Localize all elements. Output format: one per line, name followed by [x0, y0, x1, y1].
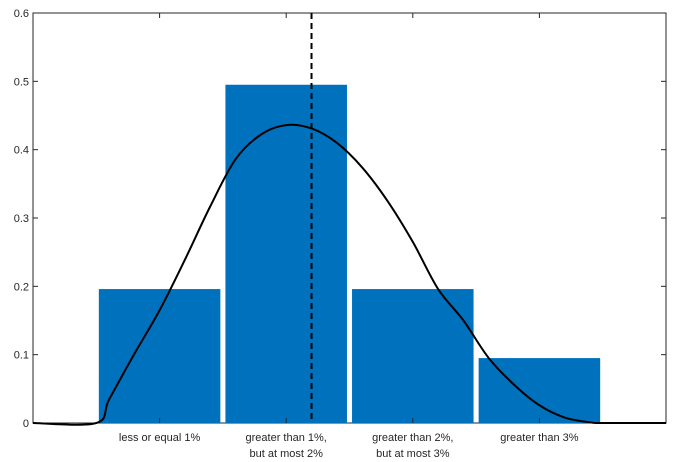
- y-axis-ticks: 0 0.1 0.2 0.3 0.4 0.5 0.6: [14, 8, 666, 430]
- y-tick-label: 0: [23, 418, 29, 430]
- x-axis-ticks: less or equal 1% greater than 1%, but at m…: [119, 13, 579, 460]
- bar-series: [98, 84, 601, 423]
- x-tick-label: greater than 2%, but at most 3%: [372, 432, 453, 460]
- plot-area: 0 0.1 0.2 0.3 0.4 0.5 0.6 less or equal 1% grea…: [14, 8, 667, 460]
- x-tick-label: greater than 1%, but at most 2%: [246, 432, 327, 460]
- density-curve: [32, 123, 667, 426]
- y-tick-label: 0.5: [14, 76, 29, 88]
- x-tick-label: less or equal 1%: [119, 432, 201, 444]
- bar: [352, 289, 474, 423]
- y-tick-label: 0.6: [14, 8, 29, 20]
- y-tick-label: 0.3: [14, 213, 29, 225]
- y-tick-label: 0.2: [14, 281, 29, 293]
- y-tick-label: 0.4: [14, 145, 29, 157]
- x-tick-label: greater than 3%: [500, 432, 578, 444]
- bar: [225, 84, 347, 423]
- y-tick-label: 0.1: [14, 350, 29, 362]
